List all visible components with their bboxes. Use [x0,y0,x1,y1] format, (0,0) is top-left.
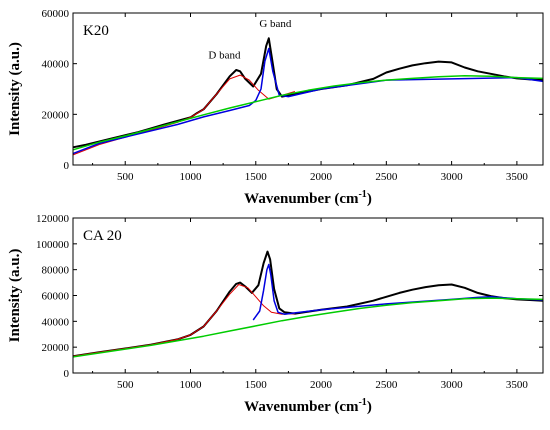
plot-frame [72,12,544,166]
x-tick-label: 1500 [245,379,268,391]
series-line-0 [72,250,544,358]
y-tick-label: 0 [64,160,70,172]
x-tick-label: 2500 [375,171,398,183]
y-tick-label: 20000 [42,109,70,121]
x-tick-label: 2500 [375,379,398,391]
x-tick-label: 2000 [310,171,333,183]
band-annotation: G band [259,18,292,30]
y-tick-label: 100000 [36,239,70,251]
x-axis-title: Wavenumber (cm-1) [244,189,372,207]
y-axis-title: Intensity (a.u.) [7,42,23,136]
y-tick-label: 80000 [42,265,70,277]
k20-spectrum-panel: 500 1000 1500 2000 2500 3000 3500 0 20000 40000 60… [7,8,544,207]
x-tick-label: 1000 [180,171,203,183]
y-tick-label: 60000 [42,291,70,303]
x-tick-label: 2000 [310,379,333,391]
y-tick-label: 60000 [42,8,70,20]
series-line-3 [72,297,544,358]
y-tick-label: 40000 [42,316,70,328]
x-tick-label: 3000 [441,171,464,183]
ca20-spectrum-panel: 500 1000 1500 2000 2500 3000 3500 0 20000 40000 60… [7,213,544,415]
series-line-2 [252,263,544,321]
x-tick-label: 500 [117,171,134,183]
series-line-1 [72,284,295,357]
x-tick-label: 3000 [441,379,464,391]
series-line-3 [72,75,544,151]
panel-label: K20 [83,23,109,39]
y-tick-label: 120000 [36,213,70,225]
y-tick-label: 40000 [42,59,70,71]
x-tick-label: 1500 [245,171,268,183]
series-line-2 [72,47,544,155]
y-tick-label: 20000 [42,342,70,354]
band-annotation: D band [208,50,241,62]
x-tick-label: 3500 [506,171,529,183]
x-tick-label: 3500 [506,379,529,391]
x-tick-label: 500 [117,379,134,391]
x-axis-title: Wavenumber (cm-1) [244,397,372,415]
y-axis-title: Intensity (a.u.) [7,249,23,343]
panel-label: CA 20 [83,228,122,244]
y-tick-label: 0 [64,368,70,380]
plot-frame [72,217,544,374]
x-tick-label: 1000 [180,379,203,391]
